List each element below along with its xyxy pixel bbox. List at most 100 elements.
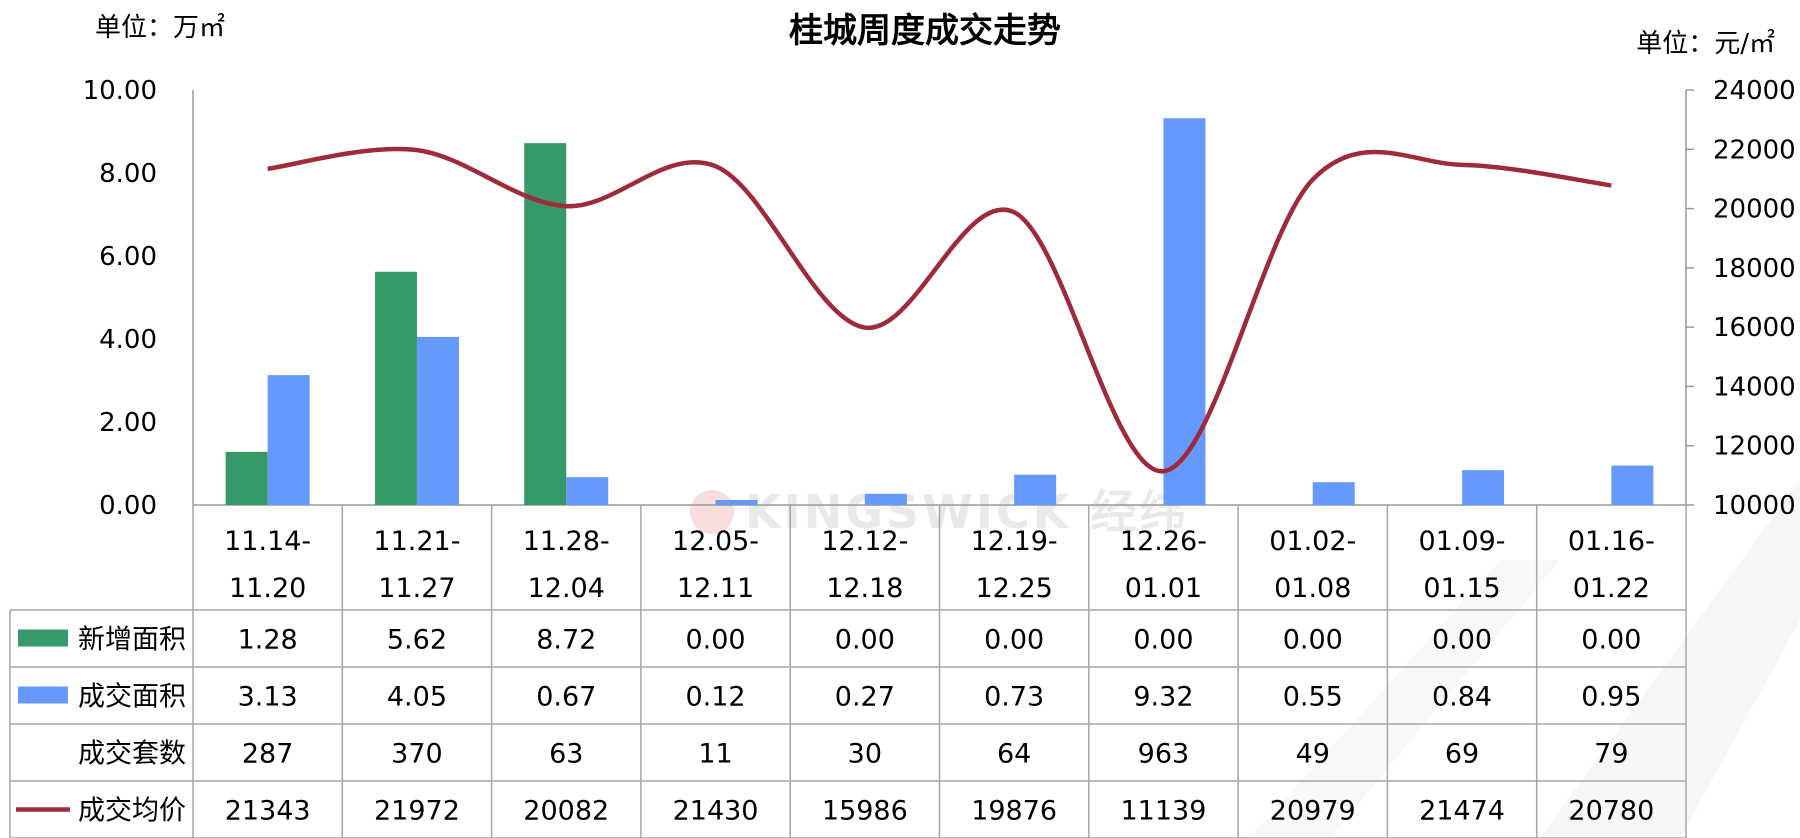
table-cell: 5.62 xyxy=(387,625,447,656)
category-label: 12.25 xyxy=(976,573,1053,604)
row-label: 成交均价 xyxy=(78,796,186,827)
right-tick-label: 22000 xyxy=(1713,135,1796,165)
table-cell: 4.05 xyxy=(387,682,447,713)
right-tick-label: 10000 xyxy=(1713,491,1796,521)
table-cell: 0.84 xyxy=(1432,682,1492,713)
table-cell: 963 xyxy=(1138,739,1190,770)
bar-deal-area xyxy=(1462,470,1505,505)
right-tick-label: 16000 xyxy=(1713,313,1796,343)
left-tick-label: 8.00 xyxy=(99,159,157,189)
category-label: 12.18 xyxy=(826,573,903,604)
table-cell: 9.32 xyxy=(1133,682,1193,713)
left-tick-label: 2.00 xyxy=(99,408,157,438)
category-label: 01.02- xyxy=(1269,526,1356,557)
line-avg-price xyxy=(267,146,1612,474)
table-cell: 64 xyxy=(997,739,1031,770)
table-cell: 0.00 xyxy=(1283,625,1343,656)
left-tick-label: 0.00 xyxy=(99,491,157,521)
table-cell: 21430 xyxy=(673,796,759,827)
bar-deal-area xyxy=(864,493,907,505)
category-label: 12.26- xyxy=(1120,526,1207,557)
table-cell: 20979 xyxy=(1270,796,1356,827)
category-label: 11.28- xyxy=(523,526,610,557)
table-cell: 79 xyxy=(1594,739,1628,770)
left-tick-label: 4.00 xyxy=(99,325,157,355)
legend-key-deal-area xyxy=(18,686,68,704)
bar-deal-area xyxy=(1611,465,1654,505)
background-stripe xyxy=(1540,480,1800,838)
category-label: 11.21- xyxy=(373,526,460,557)
row-label: 成交套数 xyxy=(78,739,186,770)
category-label: 11.14- xyxy=(224,526,311,557)
table-cell: 21343 xyxy=(225,796,311,827)
left-tick-label: 6.00 xyxy=(99,242,157,272)
table-cell: 19876 xyxy=(971,796,1057,827)
table-cell: 0.00 xyxy=(1581,625,1641,656)
bar-deal-area xyxy=(715,500,758,505)
right-tick-label: 24000 xyxy=(1713,76,1796,106)
bar-deal-area xyxy=(267,375,310,505)
category-label: 11.20 xyxy=(229,573,306,604)
category-label: 01.22 xyxy=(1573,573,1650,604)
table-cell: 11139 xyxy=(1120,796,1206,827)
row-label: 成交面积 xyxy=(78,682,186,713)
category-label: 01.01 xyxy=(1125,573,1202,604)
table-cell: 0.12 xyxy=(685,682,745,713)
table-cell: 21972 xyxy=(374,796,460,827)
row-label: 新增面积 xyxy=(78,625,186,656)
table-cell: 0.00 xyxy=(685,625,745,656)
bar-deal-area xyxy=(566,477,609,505)
table-cell: 0.67 xyxy=(536,682,596,713)
table-cell: 69 xyxy=(1445,739,1479,770)
table-cell: 21474 xyxy=(1419,796,1505,827)
bar-new-area xyxy=(225,451,268,505)
category-label: 01.08 xyxy=(1274,573,1351,604)
category-label: 01.15 xyxy=(1423,573,1500,604)
table-cell: 3.13 xyxy=(238,682,298,713)
category-label: 12.12- xyxy=(821,526,908,557)
table-cell: 20780 xyxy=(1568,796,1654,827)
category-label: 12.04 xyxy=(528,573,605,604)
right-tick-label: 18000 xyxy=(1713,254,1796,284)
table-cell: 0.00 xyxy=(835,625,895,656)
chart-title: 桂城周度成交走势 xyxy=(789,11,1061,51)
left-tick-label: 10.00 xyxy=(83,76,157,106)
table-cell: 0.00 xyxy=(1133,625,1193,656)
right-tick-label: 12000 xyxy=(1713,432,1796,462)
category-label: 12.11 xyxy=(677,573,754,604)
table-cell: 15986 xyxy=(822,796,908,827)
table-cell: 0.73 xyxy=(984,682,1044,713)
bar-deal-area xyxy=(416,336,459,505)
category-label: 12.19- xyxy=(971,526,1058,557)
category-label: 11.27 xyxy=(378,573,455,604)
table-cell: 287 xyxy=(242,739,294,770)
category-label: 12.05- xyxy=(672,526,759,557)
table-cell: 0.00 xyxy=(984,625,1044,656)
bar-new-area xyxy=(374,271,417,505)
category-label: 01.16- xyxy=(1568,526,1655,557)
table-cell: 63 xyxy=(549,739,583,770)
table-cell: 0.95 xyxy=(1581,682,1641,713)
table-cell: 20082 xyxy=(523,796,609,827)
table-cell: 8.72 xyxy=(536,625,596,656)
table-cell: 0.55 xyxy=(1283,682,1343,713)
category-label: 01.09- xyxy=(1419,526,1506,557)
table-cell: 11 xyxy=(698,739,732,770)
watermark-text: KINGSWICK 经纬 xyxy=(745,485,1188,539)
left-axis-unit: 单位：万㎡ xyxy=(95,13,225,43)
bar-deal-area xyxy=(1312,482,1355,505)
table-cell: 0.00 xyxy=(1432,625,1492,656)
right-tick-label: 20000 xyxy=(1713,195,1796,225)
table-cell: 0.27 xyxy=(835,682,895,713)
right-axis-unit: 单位：元/㎡ xyxy=(1636,29,1775,59)
table-cell: 370 xyxy=(391,739,443,770)
table-cell: 1.28 xyxy=(238,625,298,656)
right-tick-label: 14000 xyxy=(1713,372,1796,402)
table-cell: 30 xyxy=(848,739,882,770)
background-stripe xyxy=(1250,560,1560,838)
bar-deal-area xyxy=(1163,118,1206,505)
legend-key-new-area xyxy=(18,629,68,647)
bar-deal-area xyxy=(1014,474,1057,505)
table-cell: 49 xyxy=(1296,739,1330,770)
